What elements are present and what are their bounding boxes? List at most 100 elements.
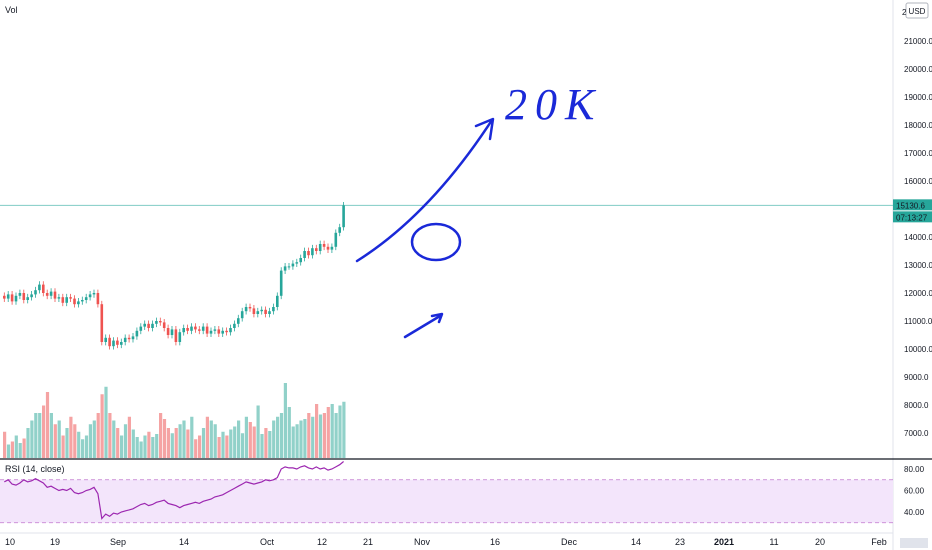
candle-body	[279, 270, 283, 296]
volume-bar	[283, 383, 287, 458]
candle-body	[84, 297, 88, 300]
candle-body	[6, 294, 10, 299]
volume-label: Vol	[5, 5, 18, 15]
candle-body	[53, 291, 57, 299]
candle-body	[315, 248, 318, 251]
candle-body	[116, 340, 119, 345]
candle-body	[233, 323, 236, 328]
price-tick: 11000.0	[904, 317, 932, 326]
volume-bar	[322, 413, 326, 458]
rsi-title: RSI (14, close)	[5, 464, 65, 474]
volume-bar	[162, 419, 167, 458]
currency-box[interactable]	[905, 2, 929, 19]
rsi-tick: 60.00	[904, 487, 925, 496]
candle-body	[96, 293, 100, 305]
volume-bar	[209, 420, 213, 458]
candle-body	[194, 326, 197, 330]
volume-bar	[326, 407, 330, 458]
volume-bar	[131, 429, 135, 458]
price-tick: 7000.0	[904, 429, 929, 438]
price-tick: 20000.0	[904, 65, 932, 74]
candle-body	[318, 244, 322, 251]
rsi-tick: 40.00	[904, 508, 925, 517]
candle-body	[311, 248, 314, 256]
volume-bar	[174, 428, 178, 458]
volume-bar	[291, 426, 295, 458]
candle-body	[307, 251, 310, 256]
volume-bar	[3, 431, 7, 458]
time-label: 14	[179, 537, 189, 547]
candle-body	[198, 329, 201, 331]
candle-body	[205, 326, 209, 334]
candle-body	[147, 323, 150, 328]
time-axis[interactable]: 10 19 Sep 14 Oct 12 21 Nov 16 Dec 14 23 2021 11 20 Feb	[0, 532, 928, 548]
candle-body	[190, 326, 193, 331]
settings-corner[interactable]	[900, 538, 928, 548]
candle-body	[326, 246, 330, 250]
candle-body	[100, 304, 104, 342]
candle-body	[81, 300, 84, 302]
price-pane[interactable]: Vol 20K	[0, 5, 893, 458]
volume-bar	[135, 437, 139, 458]
candle-body	[151, 323, 154, 328]
candle-body	[155, 321, 158, 324]
candle-body	[170, 329, 174, 335]
candle-body	[260, 309, 263, 312]
candle-body	[127, 337, 131, 340]
volume-bar	[139, 441, 143, 458]
volume-bar	[100, 394, 104, 458]
time-label: Oct	[260, 537, 275, 547]
time-label: 14	[631, 537, 641, 547]
candle-body	[77, 301, 80, 305]
candle-body	[244, 307, 248, 312]
volume-bar	[170, 433, 174, 458]
volume-bar	[198, 435, 202, 458]
volume-bar	[73, 424, 77, 458]
candle-body	[49, 291, 53, 296]
candle-body	[272, 307, 275, 312]
time-label: 19	[50, 537, 60, 547]
rsi-line	[4, 461, 344, 520]
time-label: 21	[363, 537, 373, 547]
candle-body	[186, 328, 189, 331]
volume-bar	[10, 441, 14, 458]
price-ticks: 21000.0 20000.0 19000.0 18000.0 17000.0 16000…	[904, 37, 932, 438]
volume-bar	[334, 413, 338, 458]
volume-bar	[217, 437, 221, 458]
volume-bar	[45, 392, 50, 458]
candle-body	[229, 328, 232, 333]
volume-bar	[229, 429, 233, 458]
volume-bar	[237, 420, 241, 458]
volume-bar	[295, 424, 299, 458]
candle-body	[123, 337, 127, 342]
candle-body	[65, 297, 68, 303]
countdown-value: 07:13:27	[896, 213, 928, 222]
volume-bar	[213, 424, 217, 458]
volume-bar	[104, 386, 108, 458]
volume-bar	[14, 435, 18, 458]
trend-arrow-line	[355, 118, 494, 263]
price-tick: 14000.0	[904, 233, 932, 242]
time-label: 23	[675, 537, 685, 547]
volume-bar	[260, 434, 264, 458]
volume-bar	[182, 420, 186, 458]
volume-bar	[225, 435, 229, 458]
candle-body	[22, 293, 26, 300]
volume-bar	[127, 416, 131, 458]
volume-bar	[315, 404, 319, 458]
rsi-pane[interactable]: RSI (14, close) 80.00 60.00 40.00	[0, 461, 925, 524]
price-axis[interactable]: USD 2 21000.0 20000.0 19000.0 18000.0 17000.…	[892, 0, 932, 550]
trend-arrow-head	[474, 117, 495, 141]
candle-body	[135, 330, 139, 337]
time-label: 2021	[714, 537, 734, 547]
candle-body	[18, 293, 22, 296]
volume-bar	[108, 413, 112, 458]
volume-bar	[190, 416, 194, 458]
candle-body	[108, 337, 111, 347]
candle-body	[276, 295, 279, 307]
volume-bar	[338, 405, 342, 458]
candle-body	[338, 227, 341, 233]
price-tick: 16000.0	[904, 177, 932, 186]
candle-body	[42, 284, 45, 293]
